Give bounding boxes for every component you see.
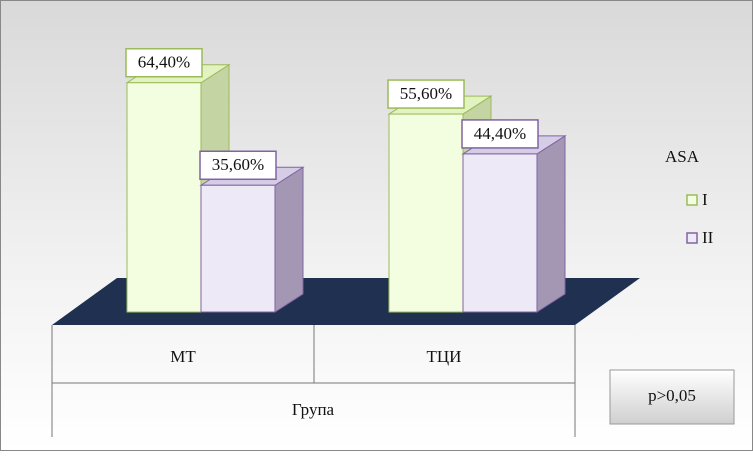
x-axis-label: Група [292,400,335,419]
value-label-box [387,79,465,109]
x-tick-label: МТ [170,347,196,366]
bar [388,113,464,313]
value-label-box [461,119,539,149]
legend-swatch [686,232,698,244]
axis-table [51,325,576,437]
value-label: 44,40% [474,124,526,143]
value-label: 35,60% [212,155,264,174]
bar [126,82,202,313]
legend-swatch [686,194,698,206]
value-label-box [199,150,277,181]
bar-side [536,135,566,313]
legend-label: II [702,228,714,247]
legend-title: ASA [665,147,700,166]
legend-label: I [702,190,708,209]
bar [462,153,538,313]
bar [200,184,276,313]
bar-side [274,166,304,313]
annotation: p>0,05 [648,386,696,405]
annotation-box [609,369,735,425]
value-label: 55,60% [400,84,452,103]
value-label-box [125,47,203,78]
x-tick-label: ТЦИ [427,347,462,366]
value-label: 64,40% [138,53,190,72]
